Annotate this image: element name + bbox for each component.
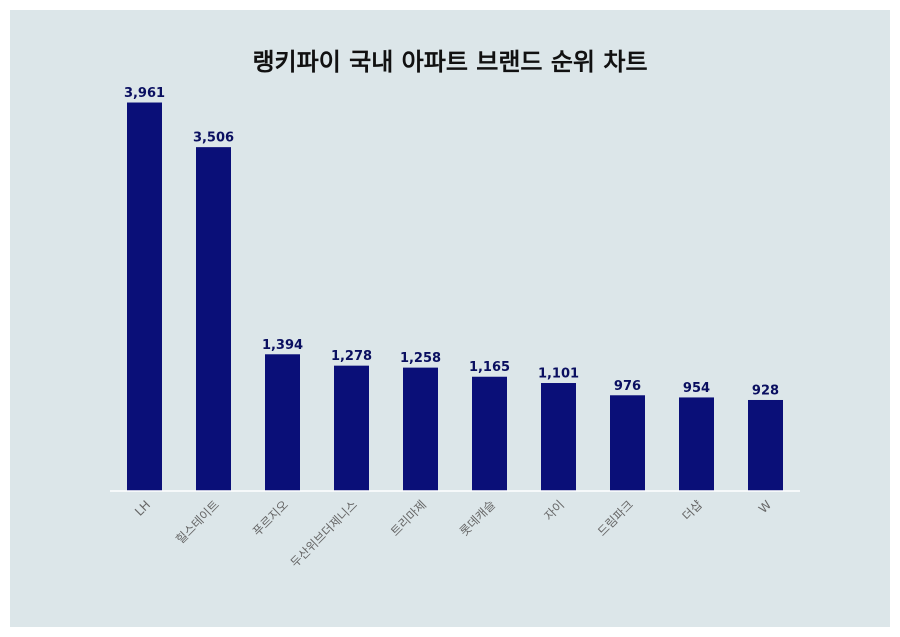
bar: [541, 383, 576, 491]
bar: [127, 102, 162, 492]
value-label: 1,165: [469, 360, 510, 375]
bar: [196, 147, 231, 491]
value-label: 1,394: [262, 338, 303, 353]
value-label: 3,961: [124, 86, 165, 101]
value-label: 1,101: [538, 367, 579, 382]
value-label: 3,506: [193, 131, 234, 146]
bar: [403, 367, 438, 491]
bar: [610, 395, 645, 491]
bar: [472, 376, 507, 491]
chart-title: 랭키파이 국내 아파트 브랜드 순위 차트: [252, 48, 647, 76]
value-label: 976: [614, 379, 641, 394]
bar: [265, 354, 300, 491]
value-label: 954: [683, 381, 710, 396]
value-label: 1,258: [400, 351, 441, 366]
bar: [679, 397, 714, 491]
value-label: 1,278: [331, 349, 372, 364]
bar: [334, 365, 369, 491]
bar: [748, 399, 783, 491]
value-label: 928: [752, 383, 779, 398]
